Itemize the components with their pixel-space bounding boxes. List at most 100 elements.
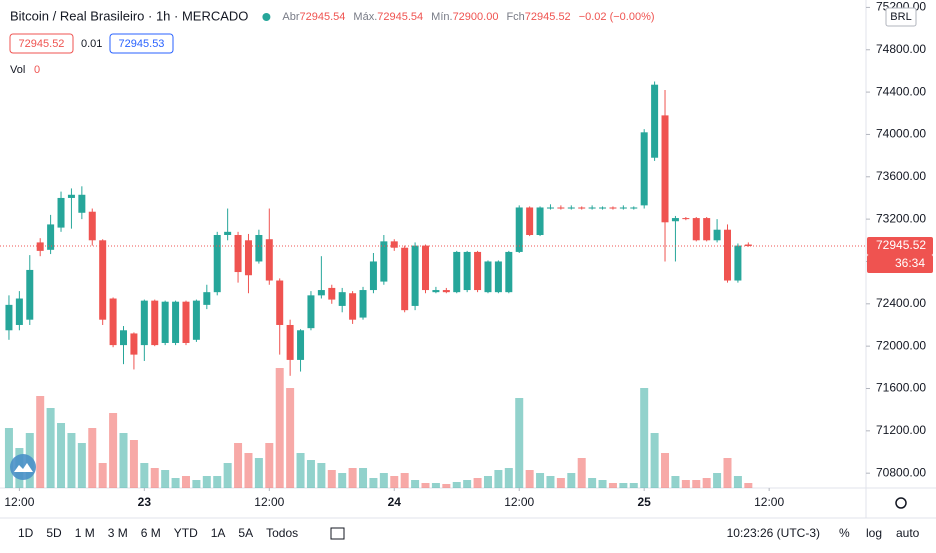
volume-bar [661, 453, 670, 488]
candle-body [5, 304, 13, 331]
volume-bar [411, 480, 420, 488]
candle-body [661, 115, 669, 223]
candle-body [328, 287, 336, 300]
candle-body [619, 207, 627, 209]
candle-body [15, 298, 23, 325]
candle-body [474, 251, 482, 291]
ohlc-value: 72945.54 [300, 11, 346, 23]
volume-bar [109, 413, 118, 488]
volume-bar [598, 480, 607, 488]
volume-bar [640, 388, 649, 488]
y-tick-label: 72000.00 [876, 338, 926, 352]
candle-body [244, 240, 252, 276]
volume-bar [254, 458, 263, 488]
candle-body [744, 244, 752, 247]
range-button[interactable]: YTD [174, 526, 198, 540]
candle-body [692, 218, 700, 241]
candle-body [140, 300, 148, 346]
volume-bar [692, 480, 701, 488]
ask[interactable]: 72945.53 [119, 38, 165, 50]
range-button[interactable]: 3 M [108, 526, 128, 540]
range-button[interactable]: 1A [211, 526, 226, 540]
candle-body [182, 301, 190, 343]
candle-body [213, 235, 221, 293]
volume-bar [369, 478, 378, 488]
candle-body [546, 207, 554, 209]
range-button[interactable]: Todos [266, 526, 298, 540]
market-status [262, 13, 271, 21]
volume-bar [473, 478, 482, 488]
candle-body [130, 333, 138, 355]
y-tick-label: 74800.00 [876, 42, 926, 56]
volume-bar [306, 460, 315, 488]
candle-body [671, 218, 679, 222]
candle-body [723, 229, 731, 281]
candle-body [26, 269, 34, 320]
range-button[interactable]: 1 M [75, 526, 95, 540]
volume-bar [567, 473, 576, 488]
logo-shape [14, 463, 33, 472]
range-button[interactable]: 5A [238, 526, 253, 540]
candle-body [338, 292, 346, 306]
candle-body [349, 293, 357, 320]
volume-bar [629, 483, 638, 488]
candle-body [567, 207, 575, 209]
y-tick-label: 73200.00 [876, 211, 926, 225]
scale-option[interactable]: % [839, 526, 850, 540]
candle-body [640, 132, 648, 206]
candle-body [172, 301, 180, 343]
candle-body [442, 290, 450, 293]
volume-bar [234, 443, 243, 488]
volume-bar [379, 473, 388, 488]
y-tick-label: 73600.00 [876, 169, 926, 183]
y-tick-label: 70800.00 [876, 465, 926, 479]
volume-bar [525, 470, 534, 488]
candle-body [526, 207, 534, 236]
range-button[interactable]: 6 M [141, 526, 161, 540]
volume-bar [546, 476, 555, 488]
bid-box[interactable] [9, 33, 74, 54]
candle-body [359, 290, 367, 318]
range-button[interactable]: 5D [46, 526, 62, 540]
candle-body [609, 207, 617, 209]
ohlc-value: 72900.00 [453, 11, 499, 23]
chart-title: Bitcoin / Real Brasileiro · 1h · MERCADO [10, 8, 248, 23]
bid[interactable]: 72945.52 [19, 38, 65, 50]
candle-body [422, 245, 430, 291]
volume-bar [129, 440, 138, 488]
x-tick-label: 12:00 [754, 495, 784, 509]
ohlc-value: 72945.52 [525, 11, 571, 23]
candle-body [588, 207, 596, 209]
date-range-icon[interactable] [330, 527, 345, 540]
candle-body [286, 324, 294, 360]
volume-bar [98, 463, 107, 488]
candle-body [682, 218, 690, 220]
last-price-label: 72945.52 [876, 238, 926, 252]
volume-bar [181, 476, 190, 488]
volume-bar [46, 408, 55, 488]
ask-box[interactable] [109, 33, 174, 54]
volume-bar [650, 433, 659, 488]
volume-bar [400, 473, 409, 488]
candle-body [453, 251, 461, 293]
candle-body [578, 207, 586, 209]
settings-icon[interactable] [895, 497, 907, 509]
scale-option[interactable]: log [866, 526, 882, 540]
volume-value: 0 [34, 64, 40, 76]
candle-body [380, 241, 388, 282]
volume-bar [723, 458, 732, 488]
candle-body [224, 231, 232, 236]
y-tick-label: 74400.00 [876, 84, 926, 98]
volume-bar [359, 468, 368, 488]
range-button[interactable]: 1D [18, 526, 34, 540]
volume-bar [744, 483, 753, 488]
candle-body [265, 239, 273, 281]
x-tick-label: 12:00 [504, 495, 534, 509]
volume-bar [286, 388, 295, 488]
scale-option[interactable]: auto [896, 526, 920, 540]
volume-bar [202, 476, 211, 488]
ohlc-label: Máx. [353, 11, 377, 23]
volume-bar [483, 476, 492, 488]
candle-body [307, 295, 315, 329]
volume-bar [608, 483, 617, 488]
